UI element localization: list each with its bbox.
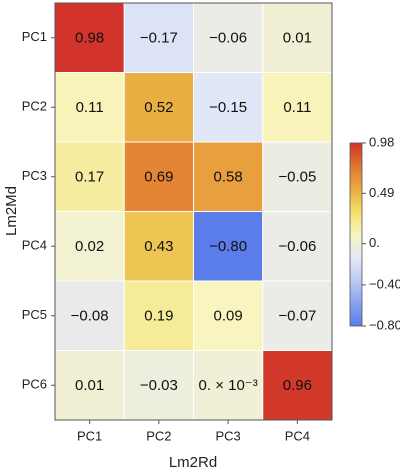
cell-label: 0.98 [75, 30, 104, 47]
cell-label: 0.17 [75, 169, 104, 186]
cell-label: −0.17 [140, 30, 178, 47]
cell-label: 0.09 [214, 308, 243, 325]
heatmap-cell [193, 280, 264, 351]
cell-label: 0.69 [144, 169, 173, 186]
heatmap-cell [54, 350, 125, 421]
y-tick-label: PC2 [22, 99, 47, 114]
colorbar-tick-label: −0.80 [369, 317, 400, 332]
cell-label: 0.11 [76, 99, 104, 116]
heatmap-cell [262, 72, 333, 143]
cell-label: −0.05 [278, 169, 316, 186]
heatmap-cell [123, 211, 194, 282]
cell-label: 0.58 [214, 169, 243, 186]
cell-label: 0.52 [144, 99, 173, 116]
y-axis-title: Lm2Md [3, 186, 20, 236]
x-tick-label: PC3 [215, 428, 240, 443]
heatmap-cell [262, 280, 333, 351]
cell-label: 0. × 10⁻³ [199, 377, 258, 394]
cell-label: 0.96 [283, 377, 312, 394]
heatmap-cell [262, 2, 333, 73]
cell-label: −0.80 [209, 238, 247, 255]
x-tick-label: PC1 [77, 428, 102, 443]
cell-label: −0.03 [140, 377, 178, 394]
x-tick-label: PC4 [285, 428, 310, 443]
y-tick-label: PC1 [22, 29, 47, 44]
colorbar-tick-label: 0. [369, 235, 380, 250]
heatmap-cell [262, 211, 333, 282]
heatmap-cell [123, 141, 194, 212]
heatmap-cell [123, 350, 194, 421]
heatmap-cell [54, 2, 125, 73]
cell-label: 0.01 [283, 30, 312, 47]
y-tick-label: PC6 [22, 377, 47, 392]
cell-label: 0.11 [283, 99, 311, 116]
colorbar-tick-label: 0.98 [369, 134, 394, 149]
y-tick-label: PC3 [22, 168, 47, 183]
colorbar-tick-label: 0.49 [369, 185, 394, 200]
cell-label: 0.02 [75, 238, 104, 255]
colorbar-tick-label: −0.40 [369, 276, 400, 291]
x-tick-label: PC2 [146, 428, 171, 443]
x-axis-title: Lm2Rd [169, 454, 217, 471]
heatmap-cell [123, 2, 194, 73]
y-tick-label: PC5 [22, 307, 47, 322]
cell-label: −0.06 [278, 238, 316, 255]
heatmap-cell [123, 72, 194, 143]
heatmap-cell [123, 280, 194, 351]
cell-label: 0.19 [144, 308, 173, 325]
colorbar [349, 142, 363, 327]
cell-label: −0.15 [209, 99, 247, 116]
heatmap-cell [193, 350, 264, 421]
cell-label: −0.08 [71, 308, 109, 325]
cell-label: −0.06 [209, 30, 247, 47]
heatmap-cell [262, 141, 333, 212]
plot-frame [54, 2, 333, 421]
cell-label: −0.07 [278, 308, 316, 325]
cell-label: 0.43 [144, 238, 173, 255]
y-tick-label: PC4 [22, 238, 47, 253]
cell-label: 0.01 [75, 377, 104, 394]
